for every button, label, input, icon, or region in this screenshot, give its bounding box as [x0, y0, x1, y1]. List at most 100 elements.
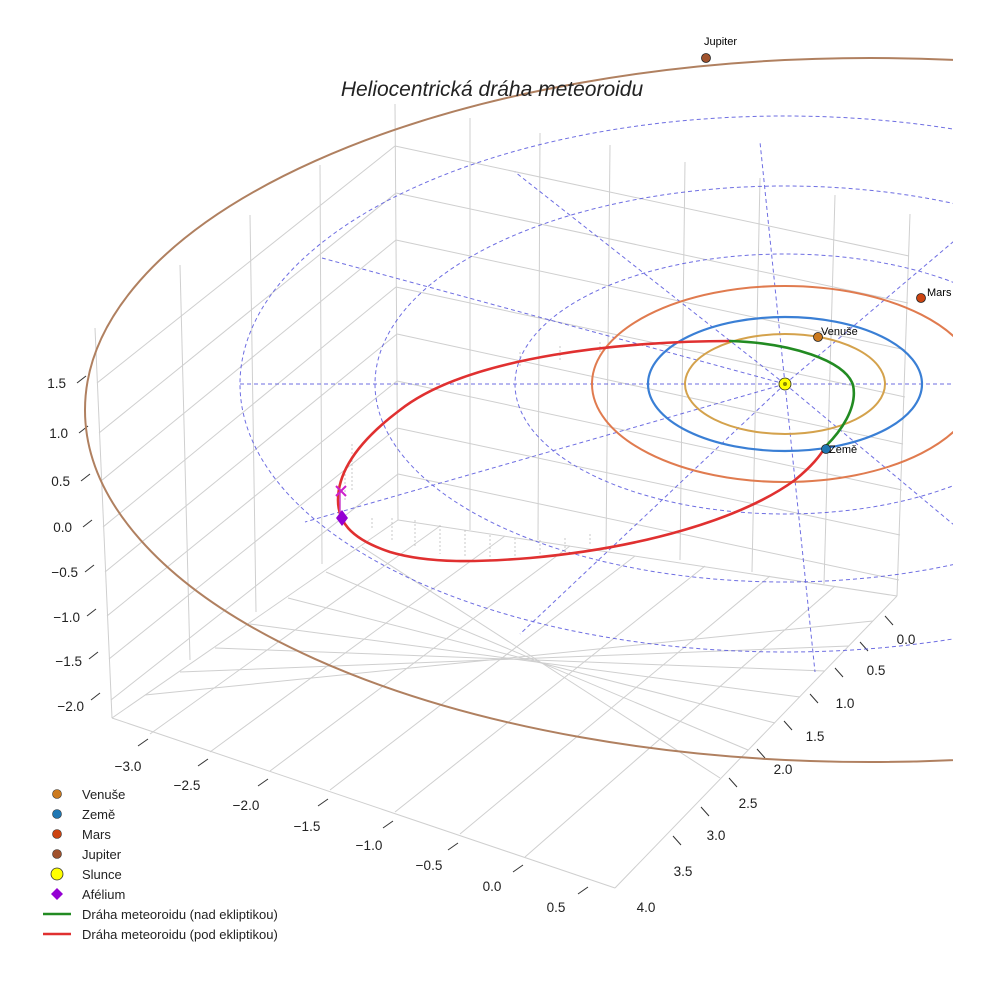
x-tick-mark	[512, 864, 524, 873]
earth-label: Země	[829, 444, 857, 456]
grid-line	[249, 214, 257, 613]
grid-line	[108, 427, 398, 660]
y-axis-ticks: 0.0 0.5 1.0 1.5 2.0 2.5 3.0 3.5 4.0	[637, 632, 916, 915]
z-tick-label: 1.0	[49, 426, 68, 441]
grid-line	[325, 571, 749, 751]
z-tick-mark	[88, 651, 99, 660]
grid-line	[459, 575, 771, 835]
z-tick-mark	[80, 473, 91, 482]
ecliptic-grid	[239, 115, 953, 673]
y-tick-mark	[783, 720, 793, 731]
grid-line	[396, 380, 903, 491]
grid-line	[397, 519, 898, 597]
legend-jupiter-marker	[52, 849, 62, 859]
x-tick-label: −0.5	[416, 858, 443, 873]
grid-line	[396, 427, 901, 536]
grid-line	[396, 333, 904, 445]
grid-line	[287, 597, 776, 724]
legend-mars-label: Mars	[82, 827, 111, 842]
venus-marker	[813, 332, 823, 342]
y-tick-label: 1.5	[806, 729, 825, 744]
legend-above-label: Dráha meteoroidu (nad ekliptikou)	[82, 907, 278, 922]
x-tick-mark	[257, 778, 269, 787]
x-tick-label: −1.5	[294, 819, 321, 834]
grid-line	[614, 595, 898, 889]
grid-line	[394, 565, 706, 813]
y-tick-mark	[859, 641, 869, 652]
axis-tick-marks	[76, 375, 894, 895]
earth-orbit	[646, 315, 924, 453]
grid-line	[361, 546, 721, 779]
grid-line	[110, 473, 399, 701]
y-tick-mark	[728, 777, 738, 788]
z-tick-label: −2.0	[57, 699, 84, 714]
ecliptic-radial	[321, 257, 786, 385]
grid-line	[896, 213, 911, 597]
y-tick-mark	[700, 806, 710, 817]
y-tick-mark	[756, 748, 766, 759]
grid-line	[111, 519, 399, 719]
x-tick-label: −3.0	[115, 759, 142, 774]
mars-marker	[916, 293, 926, 303]
grid-line	[319, 164, 323, 565]
legend-venus-label: Venuše	[82, 787, 125, 802]
grid-line	[679, 161, 686, 561]
z-tick-mark	[76, 375, 87, 384]
planet-orbits	[84, 57, 953, 763]
y-tick-label: 4.0	[637, 900, 656, 915]
x-tick-label: −1.0	[356, 838, 383, 853]
grid-line	[179, 264, 191, 661]
y-tick-label: 3.0	[707, 828, 726, 843]
grid-line	[100, 239, 397, 482]
sun-core-marker	[783, 382, 787, 386]
z-tick-mark	[82, 519, 93, 528]
z-tick-mark	[84, 564, 95, 573]
z-tick-mark	[86, 608, 97, 617]
legend-earth-marker	[52, 809, 62, 819]
y-tick-label: 0.0	[897, 632, 916, 647]
y-tick-mark	[884, 615, 894, 626]
grid-line	[537, 132, 541, 541]
grid-line	[98, 192, 397, 434]
earth-marker	[821, 444, 831, 454]
z-tick-label: −1.5	[55, 654, 82, 669]
grid-line	[209, 535, 506, 753]
legend-sun-label: Slunce	[82, 867, 122, 882]
grid-line	[102, 286, 397, 528]
y-tick-label: 2.0	[774, 762, 793, 777]
y-tick-label: 1.0	[836, 696, 855, 711]
legend-aphelion-label: Afélium	[82, 887, 125, 902]
z-tick-label: −0.5	[51, 565, 78, 580]
z-tick-label: 1.5	[47, 376, 66, 391]
z-tick-label: −1.0	[53, 610, 80, 625]
z-tick-label: 0.5	[51, 474, 70, 489]
grid-line	[397, 473, 900, 581]
x-tick-label: 0.0	[483, 879, 502, 894]
x-tick-label: −2.0	[233, 798, 260, 813]
y-tick-label: 3.5	[674, 864, 693, 879]
x-tick-label: −2.5	[174, 778, 201, 793]
ecliptic-radial	[519, 383, 786, 635]
z-tick-label: 0.0	[53, 520, 72, 535]
meteoroid-orbit-above-ecliptic	[728, 339, 856, 448]
grid-line	[269, 545, 571, 772]
x-tick-label: 0.5	[547, 900, 566, 915]
grid-line	[111, 717, 616, 889]
grid-line	[395, 239, 907, 351]
x-tick-mark	[382, 820, 394, 829]
grid-line	[823, 194, 836, 585]
z-axis-ticks: 1.5 1.0 0.5 0.0 −0.5 −1.0 −1.5 −2.0	[47, 376, 84, 714]
grid-line	[96, 145, 396, 384]
legend-aphelion-marker	[51, 888, 63, 900]
legend: Venuše Země Mars Jupiter Slunce Afélium …	[43, 787, 278, 942]
grid-line	[395, 286, 906, 398]
legend-jupiter-label: Jupiter	[82, 847, 122, 862]
grid-line	[394, 103, 399, 521]
x-tick-mark	[577, 886, 589, 895]
grid-line	[394, 145, 910, 257]
grid-line	[751, 177, 761, 573]
aphelion-diamond	[336, 510, 348, 526]
x-tick-mark	[317, 798, 329, 807]
axes-grid	[94, 103, 911, 889]
venus-orbit	[684, 333, 886, 435]
